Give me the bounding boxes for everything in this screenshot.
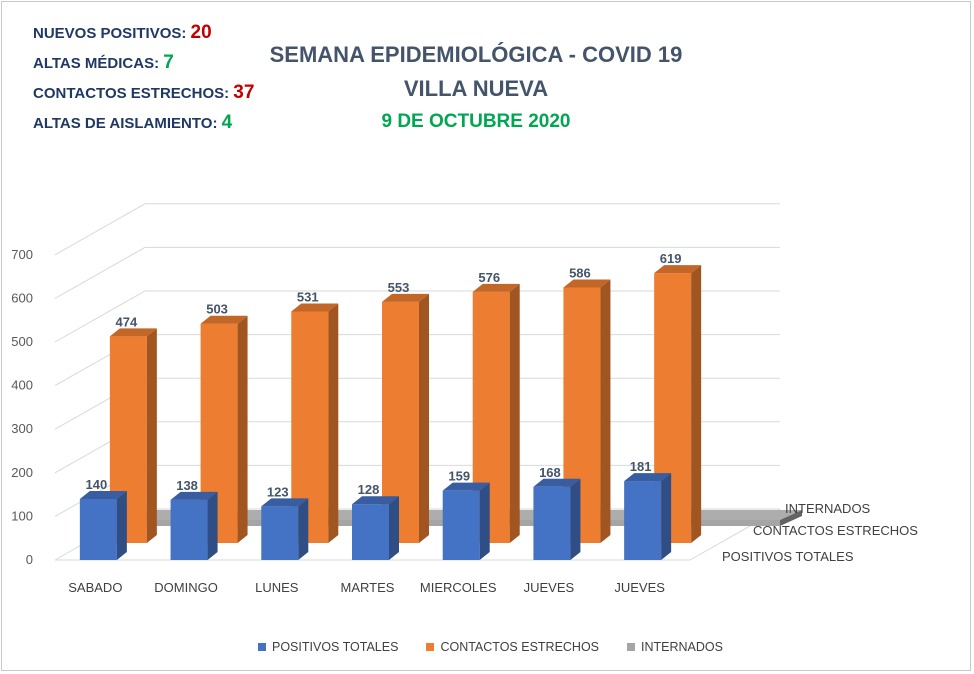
data-label: 553	[388, 280, 410, 295]
data-label: 531	[297, 289, 319, 304]
stat-label: CONTACTOS ESTRECHOS:	[33, 85, 234, 102]
legend-item-contactos: CONTACTOS ESTRECHOS	[426, 640, 599, 654]
chart-title: SEMANA EPIDEMIOLÓGICA - COVID 19	[269, 42, 683, 67]
legend-swatch	[258, 643, 266, 651]
bar	[261, 506, 299, 560]
y-tick-label: 400	[11, 378, 33, 393]
depth-axis-label: POSITIVOS TOTALES	[722, 549, 854, 564]
bar-top	[170, 491, 218, 500]
x-tick-label: MARTES	[341, 580, 395, 595]
y-tick-label: 200	[11, 465, 33, 480]
bar-top	[472, 283, 520, 292]
stat-value: 7	[163, 52, 174, 73]
legend-swatch	[426, 643, 435, 651]
series-internados-side	[780, 510, 802, 526]
data-label: 138	[176, 478, 198, 493]
legend-swatch	[627, 643, 636, 651]
bar-top	[654, 265, 702, 274]
data-label: 168	[539, 465, 561, 480]
bar-side	[298, 498, 309, 560]
stat-label: ALTAS DE AISLAMIENTO:	[33, 115, 222, 132]
data-label: 128	[358, 482, 380, 497]
stats-panel: NUEVOS POSITIVOS: 20 ALTAS MÉDICAS: 7 CO…	[33, 22, 254, 142]
bar-top	[352, 496, 399, 505]
bar-side	[207, 491, 218, 560]
gridline	[54, 203, 780, 256]
bar-side	[389, 496, 399, 560]
x-tick-label: LUNES	[255, 580, 299, 595]
gridline	[54, 246, 780, 299]
bar	[352, 504, 389, 560]
x-tick-label: DOMINGO	[154, 580, 218, 595]
bar	[170, 499, 208, 560]
bar-side	[691, 265, 702, 543]
stat-new-positives: NUEVOS POSITIVOS: 20	[33, 22, 254, 52]
stat-close-contacts: CONTACTOS ESTRECHOS: 37	[33, 82, 254, 112]
bar-side	[237, 315, 248, 543]
data-label: 503	[206, 302, 228, 317]
depth-axis-label: INTERNADOS	[785, 501, 871, 516]
x-tick-label: SABADO	[68, 580, 122, 595]
x-tick-label: JUEVES	[614, 580, 665, 595]
data-label: 181	[630, 459, 652, 474]
legend-item-internados: INTERNADOS	[627, 640, 723, 654]
bar-side	[509, 283, 520, 543]
stat-value: 37	[233, 82, 255, 103]
data-label: 586	[569, 266, 591, 281]
legend-item-positivos: POSITIVOS TOTALES	[258, 640, 398, 654]
bar-top	[563, 279, 611, 288]
bar-top	[291, 303, 339, 312]
bar-top	[109, 328, 157, 337]
x-tick-label: MIERCOLES	[420, 580, 497, 595]
data-label: 123	[267, 484, 289, 499]
bar	[79, 498, 117, 560]
y-tick-label: 100	[11, 508, 33, 523]
bar-top	[624, 473, 672, 482]
data-label: 140	[86, 477, 108, 492]
bar-side	[419, 293, 429, 543]
bar-side	[146, 328, 157, 543]
legend-label: INTERNADOS	[641, 640, 723, 654]
chart-date: 9 DE OCTUBRE 2020	[381, 111, 571, 132]
data-label: 159	[448, 469, 470, 484]
depth-axis-label: CONTACTOS ESTRECHOS	[753, 523, 918, 538]
stat-label: NUEVOS POSITIVOS:	[33, 25, 191, 42]
stat-isolation-discharges: ALTAS DE AISLAMIENTO: 4	[33, 112, 254, 142]
data-label: 619	[660, 251, 682, 266]
data-label: 474	[116, 314, 138, 329]
chart-subtitle: VILLA NUEVA	[403, 76, 549, 101]
legend-label: POSITIVOS TOTALES	[272, 640, 399, 654]
stat-value: 4	[221, 112, 233, 133]
bar-top	[200, 315, 248, 324]
bar-top	[382, 293, 429, 302]
y-tick-label: 500	[11, 334, 33, 349]
stat-value: 20	[190, 22, 212, 43]
bar-side	[600, 279, 611, 543]
bar-top	[442, 482, 490, 491]
bar-side	[479, 482, 490, 560]
bar	[442, 490, 480, 560]
stat-label: ALTAS MÉDICAS:	[33, 55, 164, 72]
y-tick-label: 600	[11, 290, 33, 305]
y-tick-label: 0	[26, 552, 33, 567]
bar-side	[116, 490, 127, 560]
bar	[533, 486, 571, 560]
bar-side	[661, 473, 672, 560]
bar-top	[261, 498, 309, 507]
legend-label: CONTACTOS ESTRECHOS	[440, 640, 600, 654]
y-tick-label: 700	[11, 247, 33, 262]
y-tick-label: 300	[11, 421, 33, 436]
bar-side	[570, 478, 581, 560]
bar-top	[533, 478, 581, 487]
bar	[624, 481, 662, 560]
x-tick-label: JUEVES	[524, 580, 575, 595]
data-label: 576	[478, 270, 500, 285]
bar-side	[328, 303, 339, 543]
bar-top	[79, 490, 127, 499]
stat-medical-discharges: ALTAS MÉDICAS: 7	[33, 52, 254, 82]
chart-legend: POSITIVOS TOTALES CONTACTOS ESTRECHOS IN…	[258, 640, 723, 654]
